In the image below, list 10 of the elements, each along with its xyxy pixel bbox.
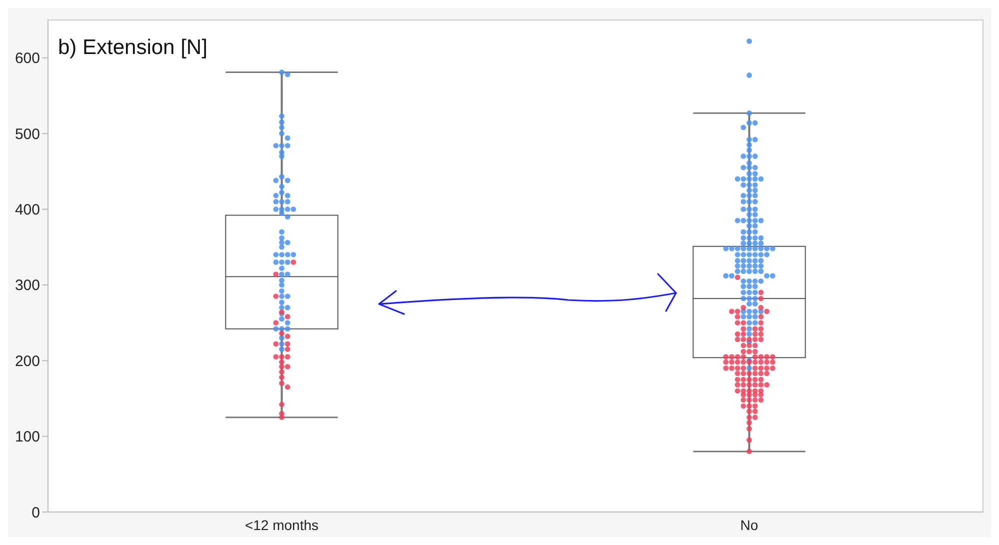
text: b) Extension [N] — [58, 36, 208, 60]
y-tick-label: 200 — [14, 352, 40, 370]
y-tick-label: 500 — [14, 126, 40, 143]
y-tick-label: 400 — [14, 202, 40, 219]
y-tick-label: 600 — [14, 50, 40, 68]
x-tick-label: <12 months — [244, 516, 319, 533]
y-tick-label: 0 — [32, 504, 40, 522]
x-tick-label: No — [740, 516, 758, 533]
y-tick-label: 300 — [14, 277, 40, 294]
y-tick-label: 100 — [14, 428, 40, 446]
